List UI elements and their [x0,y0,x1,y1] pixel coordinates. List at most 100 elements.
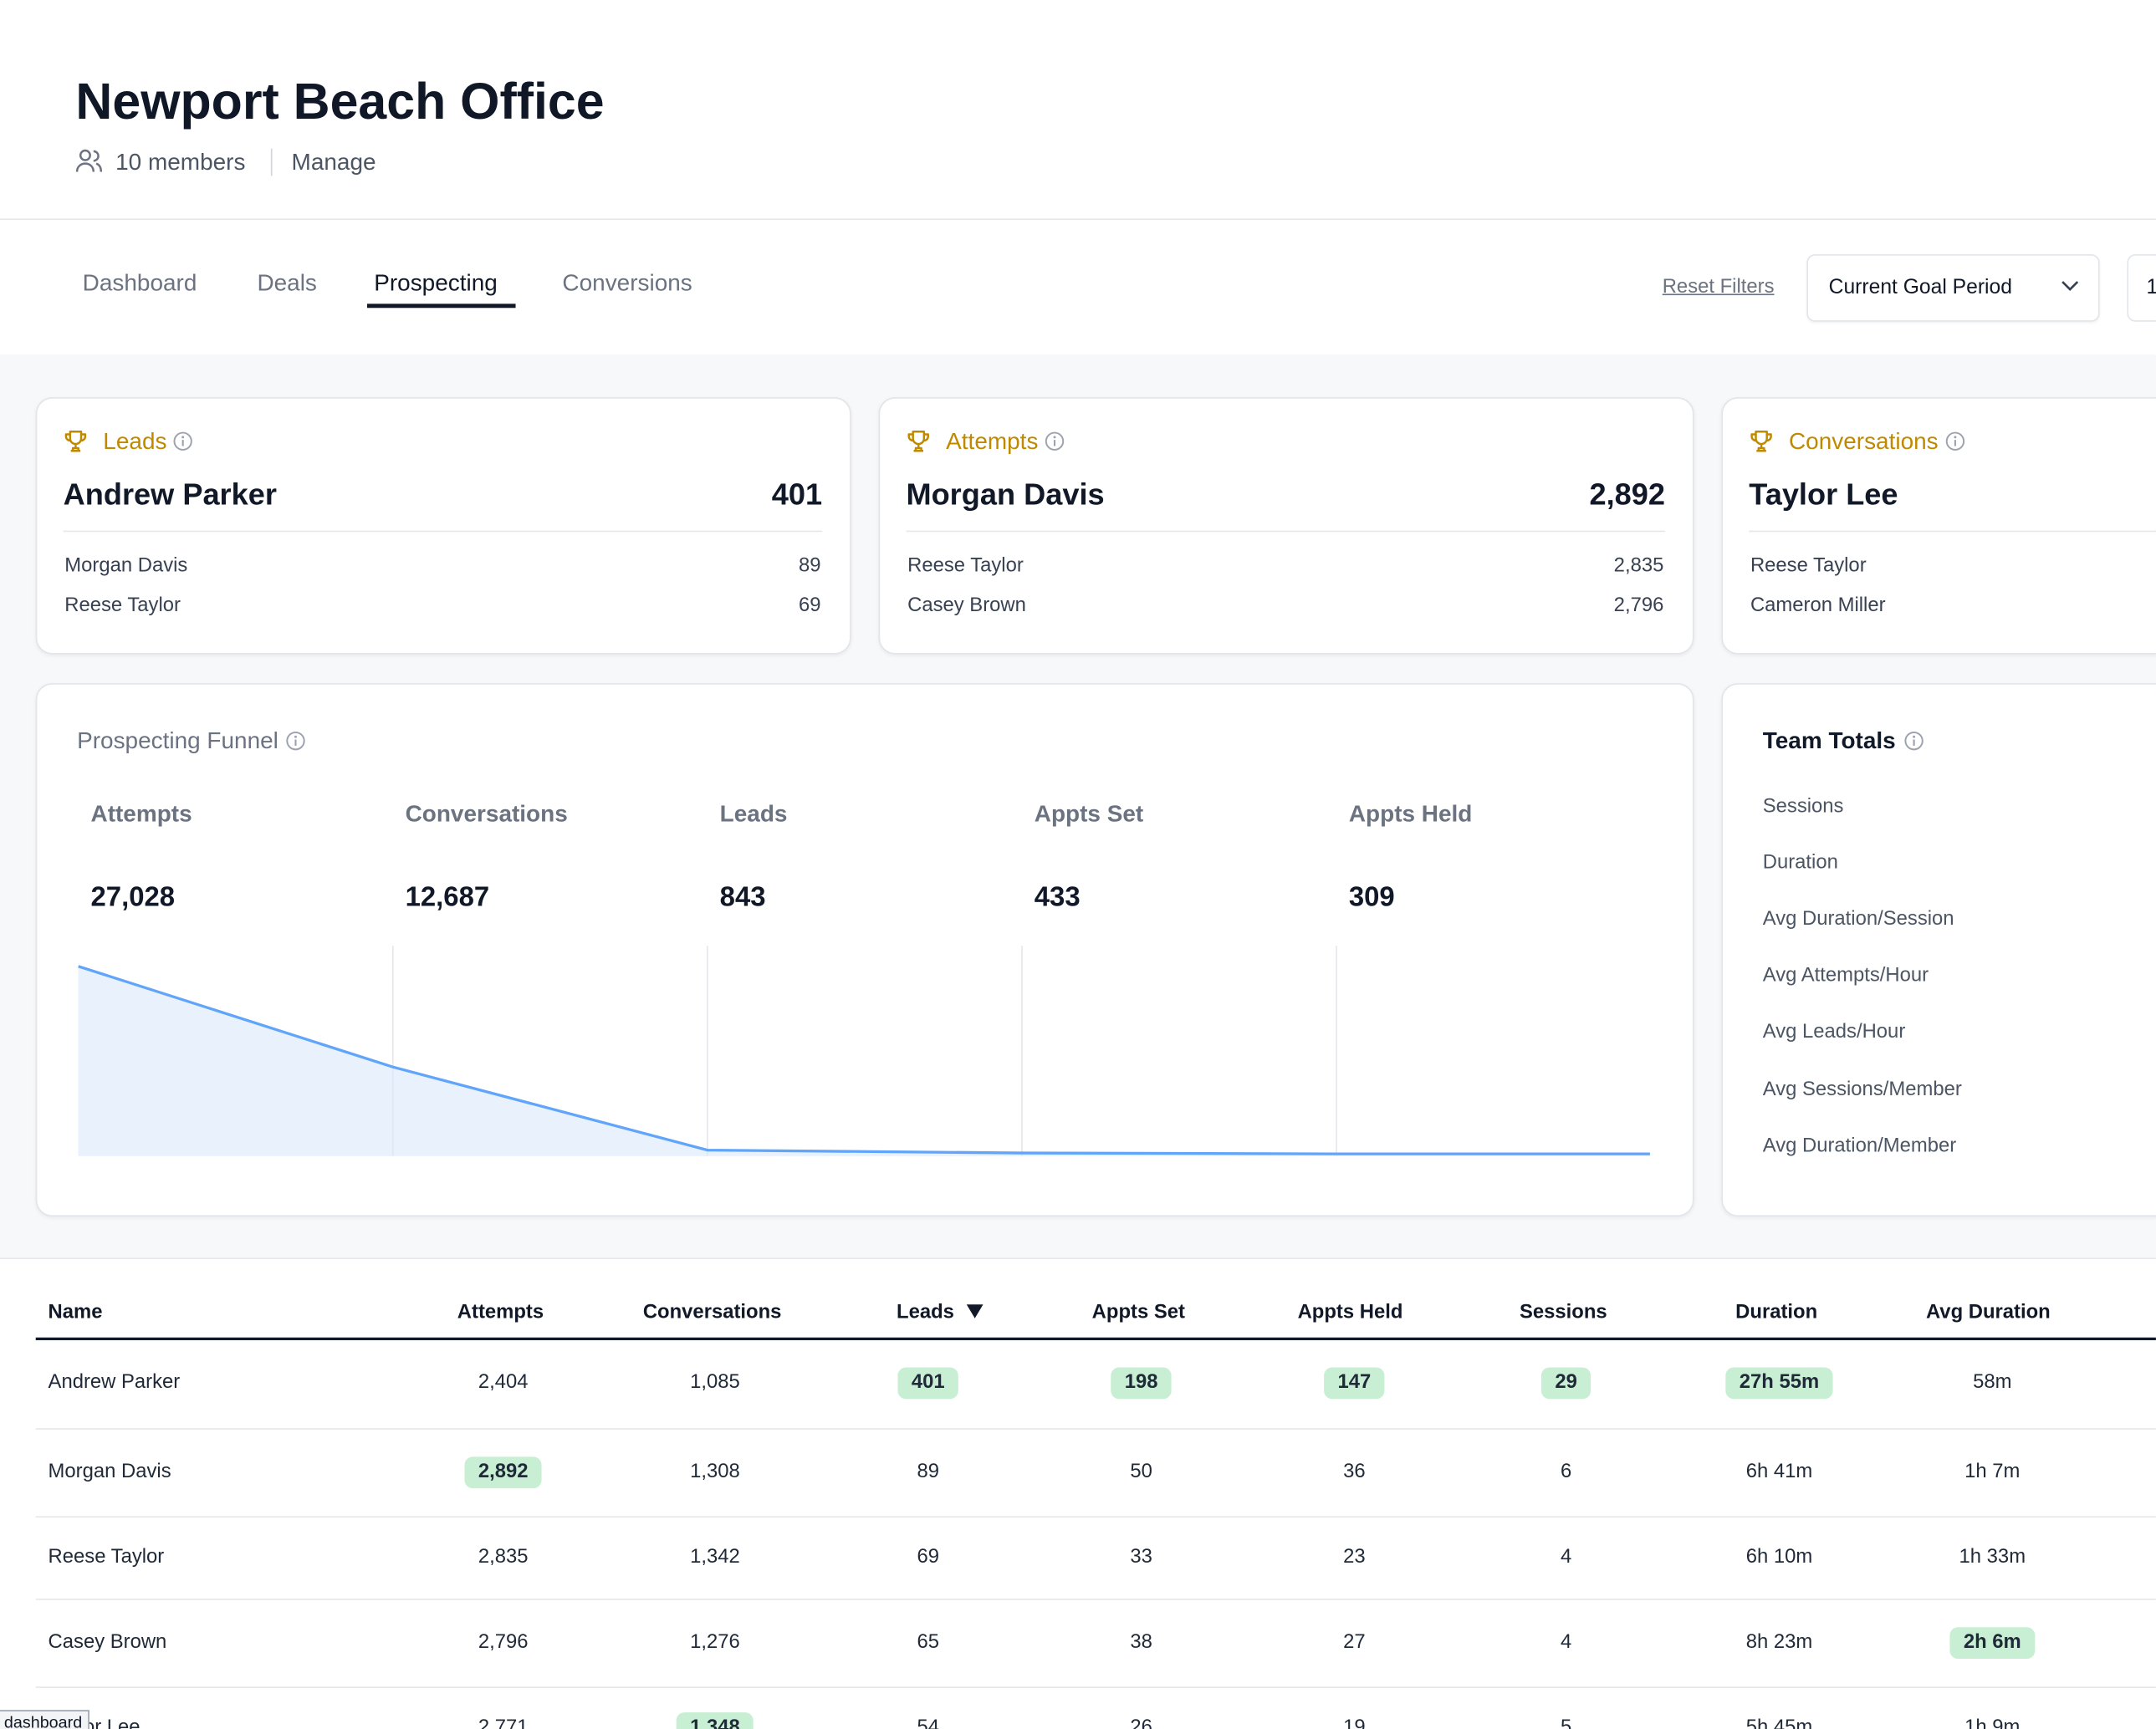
table-cell: 401 [897,1367,959,1399]
leader-name: Morgan Davis [906,477,1105,512]
table-cell: 5 [1560,1716,1572,1729]
leader-card [35,397,851,655]
column-header[interactable]: Sessions [1520,1301,1607,1324]
leader-card [1721,397,2156,655]
table-cell: 2,771 [478,1716,529,1729]
info-icon [286,731,305,751]
stage-value: 843 [719,882,766,913]
table-cell: 23 [1343,1546,1366,1568]
row-divider [35,1686,2156,1688]
period-label: Current Goal Period [1828,275,2012,299]
table-cell: 50 [1130,1461,1152,1483]
table-section [0,1257,2156,1729]
info-icon [1945,431,1965,451]
table-cell: 147 [1324,1367,1385,1399]
table-cell: Andrew Parker [48,1371,181,1394]
totals-row: Avg Attempts/Hour [1762,965,1929,987]
runner-name: Reese Taylor [1750,554,1867,578]
totals-row: Duration [1762,852,1838,875]
table-cell: 6h 10m [1745,1546,1813,1568]
column-header[interactable]: Appts Held [1297,1301,1403,1324]
column-header[interactable]: Conversations [642,1301,782,1324]
table-cell: 1,348 [676,1712,754,1729]
table-cell: 1,342 [690,1546,740,1568]
table-cell: 1h 33m [1959,1546,2026,1568]
extra-select[interactable] [2127,254,2156,322]
table-cell: 8h 23m [1745,1631,1813,1654]
page-title: Newport Beach Office [75,73,605,130]
leader-value: 2,892 [1589,477,1666,512]
leader-name: Taylor Lee [1749,477,1898,512]
table-cell: 1h 9m [1964,1716,2021,1729]
info-icon [173,431,192,451]
manage-link[interactable]: Manage [291,149,376,176]
table-cell: 1,276 [690,1631,740,1654]
table-cell: 89 [917,1461,940,1483]
column-header[interactable]: Appts Set [1091,1301,1185,1324]
table-cell: 65 [917,1631,940,1654]
table-cell: 26 [1130,1716,1152,1729]
column-header[interactable]: Name [48,1301,103,1324]
trophy-icon [1750,431,1772,452]
stage-label: Appts Held [1348,800,1473,827]
tab[interactable]: Conversions [562,270,692,297]
row-divider [35,1428,2156,1430]
table-cell: 29 [1540,1367,1591,1399]
row-divider [35,1516,2156,1518]
header-rule [35,1337,2156,1340]
totals-row: Avg Duration/Member [1762,1134,1957,1157]
table-cell: 2,892 [464,1456,543,1488]
table-cell: 2,835 [478,1546,529,1568]
totals-title: Team Totals [1762,727,1896,754]
leader-name: Andrew Parker [63,477,277,512]
totals-row: Avg Sessions/Member [1762,1078,1962,1100]
table-cell: 6 [1560,1461,1572,1483]
divider [1749,530,2156,533]
table-cell: 36 [1343,1461,1366,1483]
totals-row: Avg Leads/Hour [1762,1021,1906,1044]
stage-label: Conversations [405,800,568,827]
trophy-icon [64,431,87,452]
extra-label: 1 [2146,277,2156,298]
row-divider [35,1599,2156,1600]
table-cell: 1,085 [690,1371,740,1394]
table-cell: Morgan Davis [48,1461,171,1483]
table-cell: 27 [1343,1631,1366,1654]
card-label: Leads [103,428,167,455]
table-cell: 198 [1111,1367,1172,1399]
column-header[interactable]: Avg Duration [1925,1301,2051,1324]
stage-value: 27,028 [90,882,176,913]
reset-filters[interactable]: Reset Filters [1662,276,1775,298]
leader-value: 401 [771,477,823,512]
column-header[interactable]: Leads [897,1301,954,1324]
divider [906,530,1666,533]
tab[interactable]: Deals [257,270,317,297]
table-cell: 27h 55m [1725,1367,1833,1399]
tab-bar [0,218,2156,358]
runner-name: Reese Taylor [907,554,1024,578]
runner-name: Reese Taylor [64,594,181,617]
tab-underline [366,303,516,309]
tab[interactable]: Prospecting [374,270,498,297]
runner-value: 89 [798,554,821,578]
table-cell: 33 [1130,1546,1152,1568]
card-label: Conversations [1788,428,1939,455]
sort-arrow [966,1304,983,1318]
table-cell: 2,796 [478,1631,529,1654]
chevron [2061,281,2079,291]
column-header[interactable]: Attempts [457,1301,544,1324]
column-header[interactable]: Duration [1735,1301,1818,1324]
members-count: 10 members [115,149,246,176]
stage-value: 12,687 [405,882,490,913]
tab[interactable]: Dashboard [82,270,197,297]
table-cell: 6h 41m [1745,1461,1813,1483]
stage-value: 309 [1348,882,1395,913]
table-cell: 4 [1560,1631,1572,1654]
table-cell: 58m [1973,1371,2012,1394]
table-cell: 69 [917,1546,940,1568]
funnel-card [35,683,1694,1217]
stage-label: Attempts [90,800,192,827]
period-select[interactable] [1806,254,2100,322]
stage-label: Appts Set [1034,800,1144,827]
